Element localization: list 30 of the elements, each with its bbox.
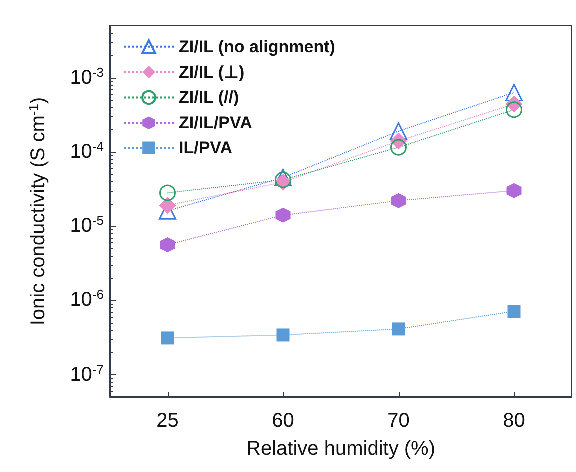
y-tick-label: 10$^{-6}$ — [70, 287, 104, 312]
point — [160, 184, 176, 202]
x-tick-label: 25 — [156, 410, 179, 432]
point — [276, 208, 291, 223]
point — [276, 328, 290, 342]
point — [390, 122, 408, 140]
legend-label: ZI/IL (//) — [179, 88, 240, 108]
x-tick-label: 60 — [272, 410, 294, 432]
y-tick-label: 10$^{-5}$ — [70, 213, 104, 238]
x-axis-title: Relative humidity (%) — [246, 438, 436, 460]
y-tick-label: 10$^{-7}$ — [70, 362, 104, 387]
point — [392, 322, 406, 336]
point — [508, 305, 521, 318]
legend-label: ZI/IL (⊥) — [179, 62, 245, 82]
point — [159, 197, 176, 214]
legend-label: IL/PVA — [179, 138, 233, 158]
x-tick-label: 80 — [503, 410, 526, 432]
point — [161, 332, 174, 345]
point — [506, 84, 523, 102]
point — [390, 139, 407, 156]
y-tick-label: 10$^{-3}$ — [70, 64, 104, 90]
point — [391, 193, 406, 208]
legend-label: ZI/IL/PVA — [179, 114, 252, 133]
legend-label: ZI/IL (no alignment) — [179, 37, 336, 56]
point — [506, 183, 522, 198]
x-tick-label: 70 — [388, 410, 410, 432]
point — [506, 102, 522, 118]
y-axis-title: Ionic conductivity (S cm-1) — [26, 97, 50, 326]
y-tick-label: 10$^{-4}$ — [70, 138, 104, 164]
point — [160, 237, 176, 252]
